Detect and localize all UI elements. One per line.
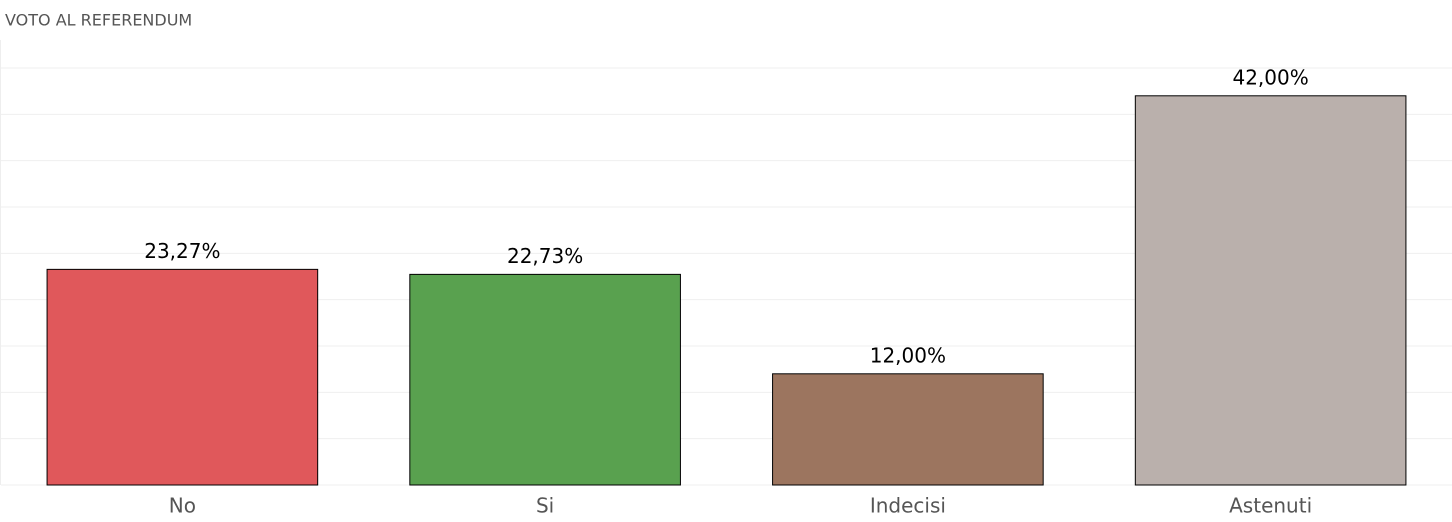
value-label: 22,73% [507,244,583,268]
x-tick-label: Indecisi [870,494,946,518]
value-label: 42,00% [1232,65,1308,89]
value-label: 12,00% [870,343,946,367]
bar [46,268,319,486]
value-label: 23,27% [144,239,220,263]
bar [1134,95,1407,486]
x-tick-label: No [169,494,196,518]
chart-title: VOTO AL REFERENDUM [5,11,192,30]
bar [409,273,681,486]
bar [772,373,1044,486]
x-tick-label: Astenuti [1229,494,1312,518]
x-tick-label: Si [536,494,554,518]
